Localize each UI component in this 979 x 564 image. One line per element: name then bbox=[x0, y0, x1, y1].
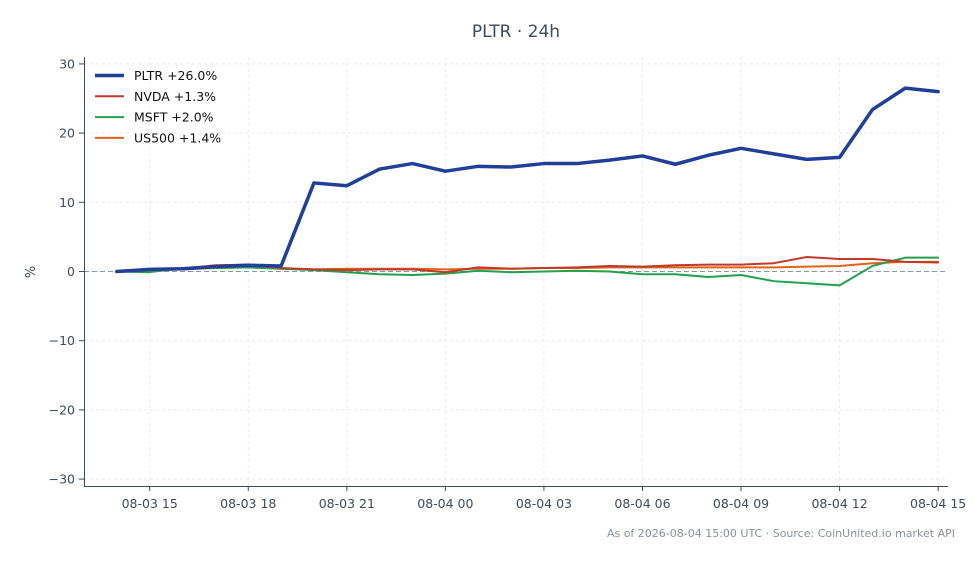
series-line bbox=[115, 86, 940, 274]
y-tick-label: −30 bbox=[49, 472, 75, 487]
chart-title: PLTR · 24h bbox=[472, 22, 560, 42]
axes bbox=[84, 57, 948, 487]
x-tick-label: 08-04 15 bbox=[910, 496, 966, 511]
legend-label: NVDA +1.3% bbox=[134, 89, 216, 104]
x-tick-label: 08-04 12 bbox=[811, 496, 867, 511]
y-ticks: 30 20 10 0 −10 −20 −30 bbox=[49, 56, 84, 487]
y-tick-label: 0 bbox=[67, 264, 75, 279]
x-tick-label: 08-03 15 bbox=[122, 496, 178, 511]
y-axis-label: % bbox=[24, 266, 39, 278]
y-tick-label: 20 bbox=[59, 126, 75, 141]
legend: PLTR +26.0% NVDA +1.3% MSFT +2.0% US500 +1.… bbox=[95, 68, 221, 145]
x-tick-label: 08-04 06 bbox=[614, 496, 670, 511]
x-tick-label: 08-04 03 bbox=[516, 496, 572, 511]
x-tick-label: 08-03 21 bbox=[319, 496, 375, 511]
y-tick-label: 10 bbox=[59, 195, 75, 210]
y-tick-label: 30 bbox=[59, 56, 75, 71]
y-tick-label: −20 bbox=[49, 402, 75, 417]
x-tick-label: 08-03 18 bbox=[220, 496, 276, 511]
source-footer: As of 2026-08-04 15:00 UTC · Source: Coi… bbox=[607, 527, 955, 540]
x-tick-label: 08-04 09 bbox=[713, 496, 769, 511]
x-ticks: 08-03 15 08-03 18 08-03 21 08-04 00 08-04 03… bbox=[122, 486, 966, 511]
y-tick-label: −10 bbox=[49, 333, 75, 348]
legend-label: US500 +1.4% bbox=[134, 130, 221, 145]
series bbox=[115, 86, 940, 287]
x-tick-label: 08-04 00 bbox=[417, 496, 473, 511]
series-line bbox=[115, 256, 940, 287]
legend-label: PLTR +26.0% bbox=[134, 68, 217, 83]
legend-label: MSFT +2.0% bbox=[134, 110, 214, 125]
